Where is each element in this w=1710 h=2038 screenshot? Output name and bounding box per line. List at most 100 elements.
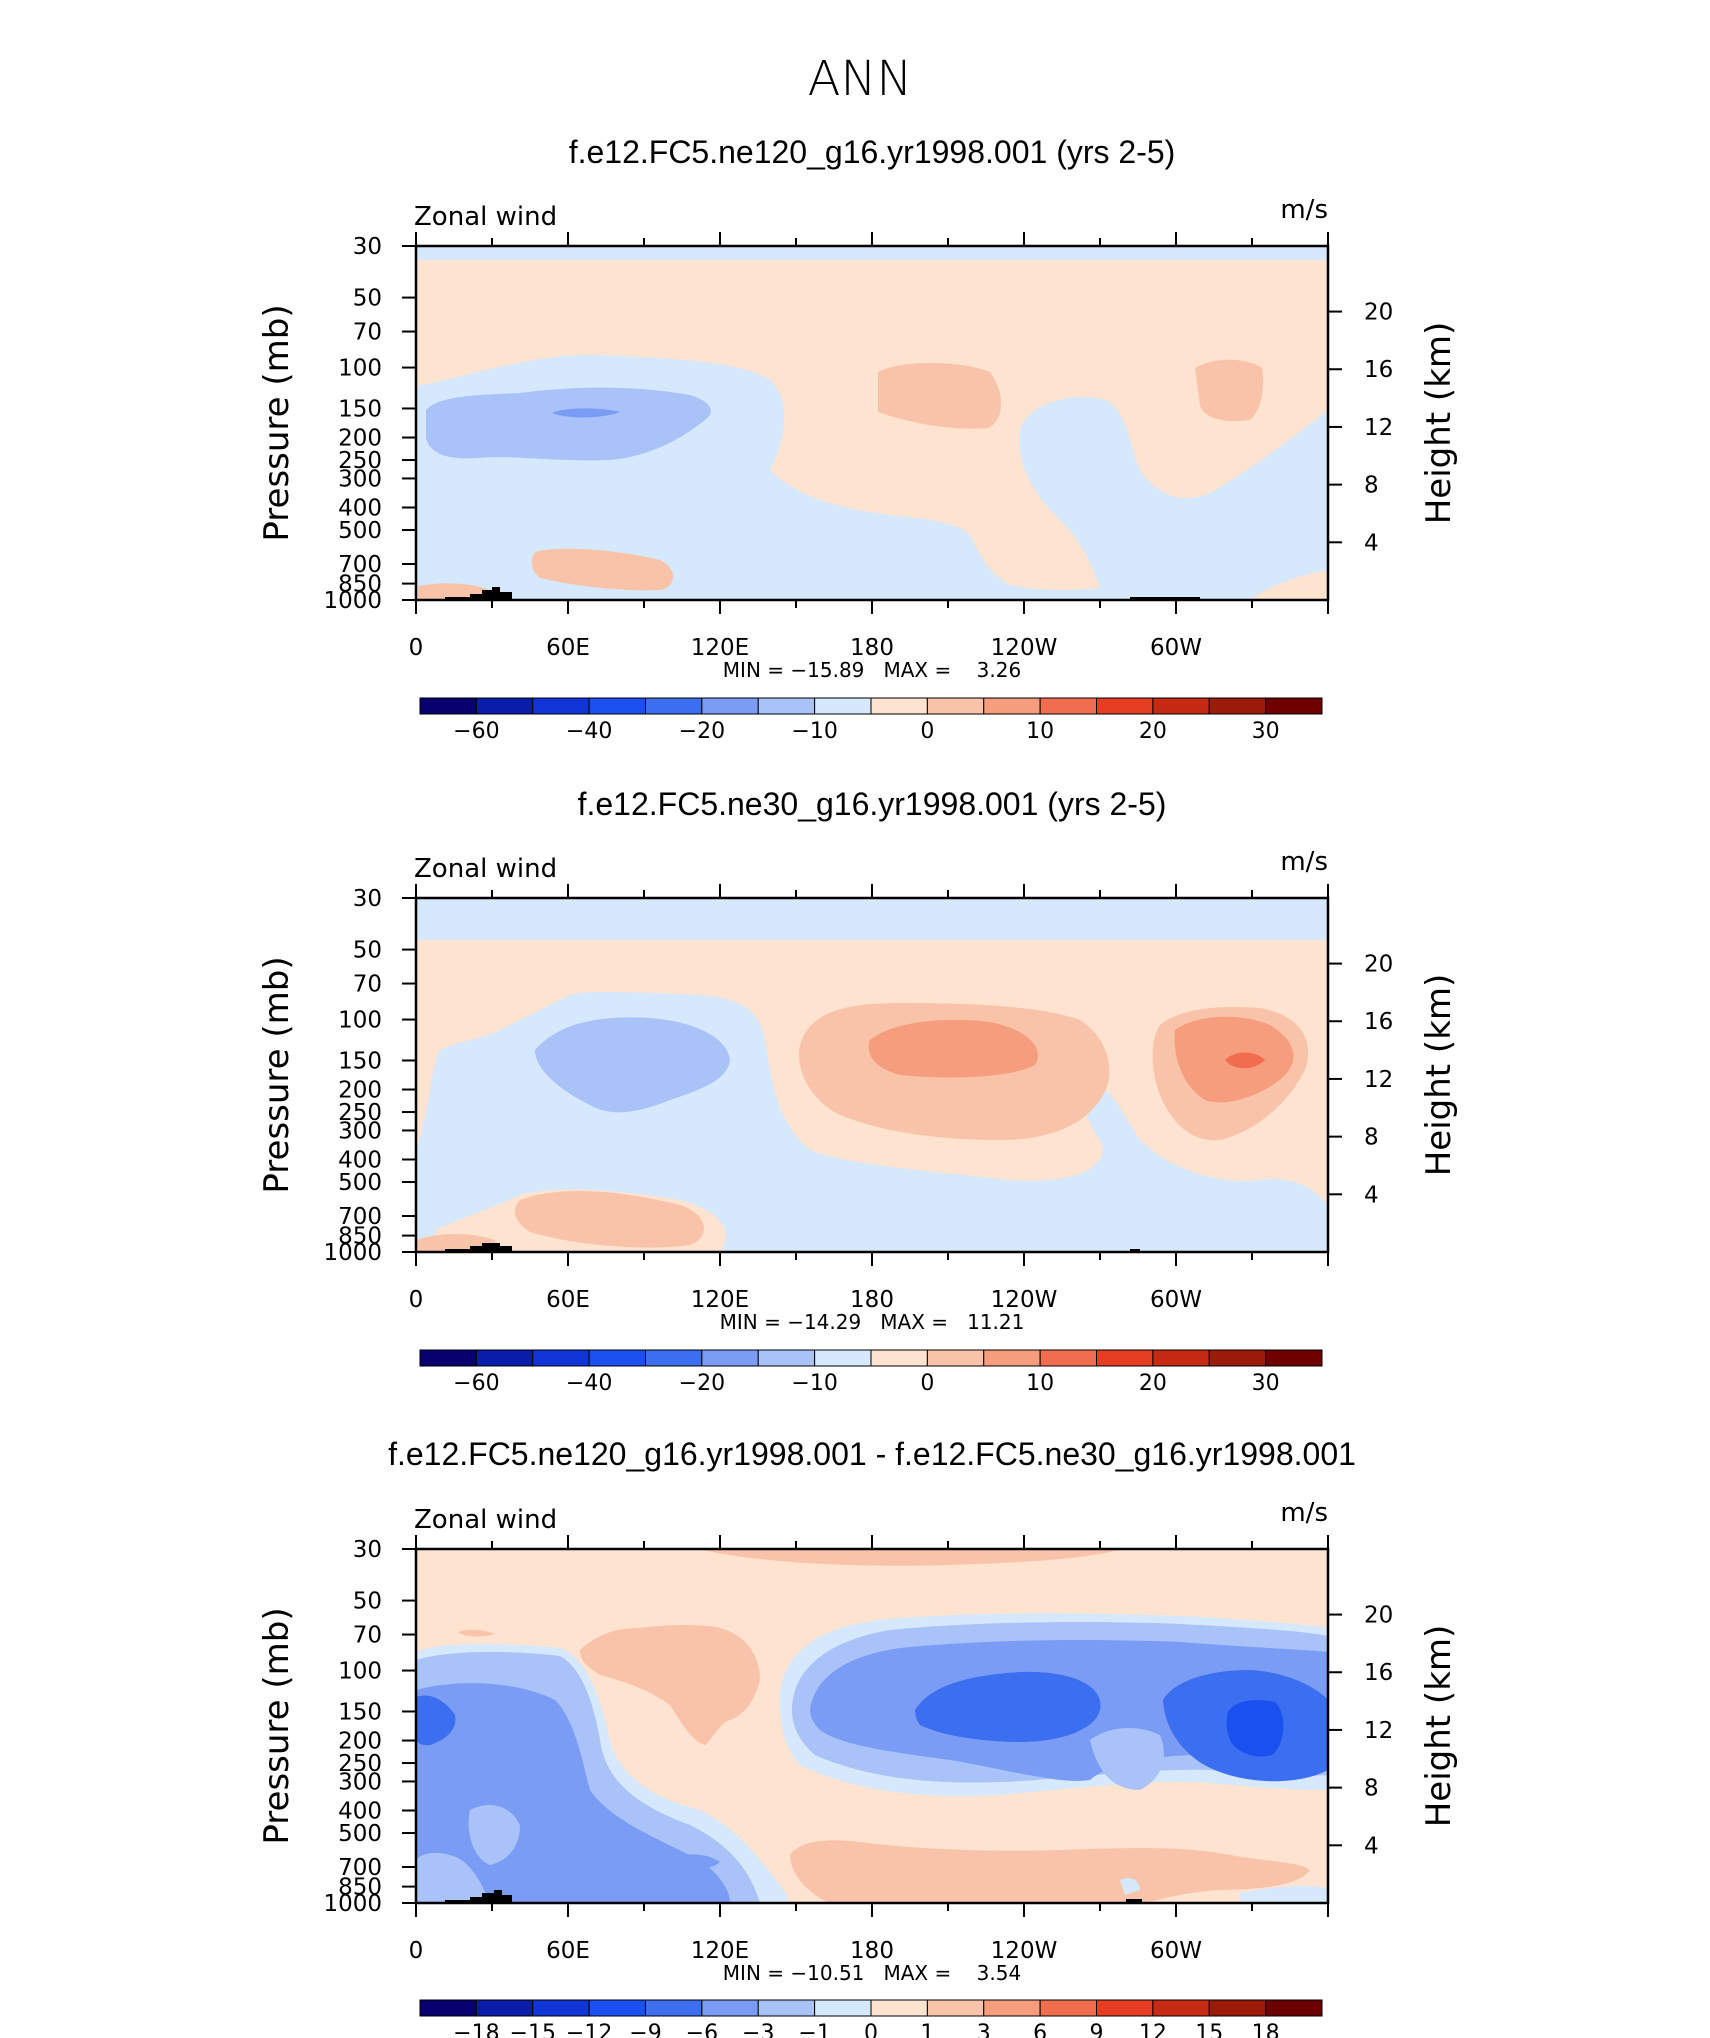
x-tick-label: 0 xyxy=(409,635,424,661)
upper-easterly-band xyxy=(416,246,1328,260)
colorbar-swatch xyxy=(1208,1349,1267,1367)
contour-field xyxy=(416,246,1328,600)
colorbar-swatch xyxy=(1096,1349,1154,1367)
colorbar-label: −40 xyxy=(566,719,612,744)
colorbar: −18 −15 −12 −9 −6 −3 −1 0 1 3 6 9 12 15 18 xyxy=(419,1999,1323,2038)
colorbar-swatch xyxy=(757,1999,816,2017)
y-axis-title: Pressure (mb) xyxy=(257,304,297,541)
colorbar-swatch xyxy=(701,697,759,715)
y-tick-label: 150 xyxy=(338,1048,382,1074)
y-right-axis-title: Height (km) xyxy=(1419,1625,1459,1828)
colorbar-label: 18 xyxy=(1252,2021,1280,2038)
upper-easterly-band xyxy=(416,898,1328,940)
positive-region xyxy=(514,1190,704,1248)
colorbar-label: 0 xyxy=(920,1371,934,1396)
y-right-tick-label: 4 xyxy=(1364,1182,1379,1208)
colorbar-label: 1 xyxy=(920,2021,934,2038)
y-right-tick-label: 8 xyxy=(1364,473,1379,499)
colorbar-swatch xyxy=(983,697,1041,715)
panel-title: f.e12.FC5.ne30_g16.yr1998.001 (yrs 2-5) xyxy=(578,786,1167,822)
negative-region-inner xyxy=(535,1017,730,1113)
x-tick-label: 60E xyxy=(546,635,590,661)
y-tick-label: 500 xyxy=(338,1821,382,1847)
positive-region xyxy=(1195,359,1264,422)
y-tick-label: 400 xyxy=(338,1798,382,1824)
colorbar-label: 30 xyxy=(1252,719,1280,744)
colorbar-swatch xyxy=(814,1349,872,1367)
negative-region xyxy=(416,1695,456,1746)
negative-region xyxy=(915,1671,1101,1742)
colorbar-swatch xyxy=(1152,1999,1210,2017)
y-axis-title: Pressure (mb) xyxy=(257,1607,297,1844)
y-right-tick-label: 8 xyxy=(1364,1125,1379,1151)
y-tick-label: 30 xyxy=(353,234,382,260)
colorbar-swatch xyxy=(1152,1349,1210,1367)
colorbar: −60 −40 −20 −10 0 10 20 30 xyxy=(419,1349,1323,1396)
colorbar-label: 20 xyxy=(1139,719,1167,744)
colorbar-label: −10 xyxy=(791,1371,837,1396)
y-tick-label: 100 xyxy=(338,1008,382,1034)
colorbar-label: −6 xyxy=(686,2021,718,2038)
units-label: m/s xyxy=(1280,1498,1328,1528)
y-tick-label: 850 xyxy=(338,1875,382,1901)
colorbar: −60 −40 −20 −10 0 10 20 30 xyxy=(419,697,1323,744)
y-right-tick-label: 16 xyxy=(1364,1660,1393,1686)
colorbar-swatch xyxy=(983,1349,1041,1367)
colorbar-label: 0 xyxy=(864,2021,878,2038)
x-tick-label: 120E xyxy=(691,1287,749,1313)
colorbar-swatch xyxy=(701,1999,759,2017)
y-tick-label: 400 xyxy=(338,1147,382,1173)
colorbar-label: −1 xyxy=(798,2021,830,2038)
y-tick-label: 100 xyxy=(338,1659,382,1685)
colorbar-swatch xyxy=(475,1349,534,1367)
y-tick-label: 700 xyxy=(338,1855,382,1881)
x-tick-label: 180 xyxy=(850,635,894,661)
x-tick-label: 120W xyxy=(991,1287,1058,1313)
x-tick-label: 60W xyxy=(1150,1287,1202,1313)
colorbar-swatch xyxy=(475,697,534,715)
contour-field xyxy=(416,898,1328,1252)
page-title: ANN xyxy=(808,51,913,107)
y-tick-label: 700 xyxy=(338,1204,382,1230)
colorbar-swatch xyxy=(532,1349,590,1367)
y-tick-label: 400 xyxy=(338,495,382,521)
units-label: m/s xyxy=(1280,847,1328,877)
panel-title: f.e12.FC5.ne120_g16.yr1998.001 - f.e12.F… xyxy=(388,1436,1356,1472)
y-right-tick-label: 12 xyxy=(1364,1067,1393,1093)
colorbar-swatch xyxy=(870,1349,928,1367)
y-right-tick-label: 20 xyxy=(1364,300,1393,326)
min-max-text: MIN = −14.29 MAX = 11.21 xyxy=(720,1310,1025,1334)
y-tick-label: 200 xyxy=(338,1729,382,1755)
y-tick-label: 300 xyxy=(338,1118,382,1144)
y-right-tick-label: 20 xyxy=(1364,952,1393,978)
colorbar-swatch xyxy=(588,1999,646,2017)
colorbar-label: 3 xyxy=(977,2021,991,2038)
colorbar-swatch xyxy=(645,1999,703,2017)
y-tick-label: 250 xyxy=(338,448,382,474)
colorbar-swatch xyxy=(1265,697,1323,715)
y-axis-title: Pressure (mb) xyxy=(257,956,297,1193)
colorbar-label: 12 xyxy=(1139,2021,1167,2038)
colorbar-label: −60 xyxy=(453,719,499,744)
y-tick-label: 500 xyxy=(338,518,382,544)
colorbar-swatch xyxy=(926,1999,985,2017)
colorbar-swatch xyxy=(588,697,646,715)
colorbar-swatch xyxy=(701,1349,759,1367)
colorbar-label: 15 xyxy=(1195,2021,1223,2038)
colorbar-swatch xyxy=(1265,1349,1323,1367)
colorbar-label: 6 xyxy=(1033,2021,1047,2038)
colorbar-label: 0 xyxy=(920,719,934,744)
y-tick-label: 150 xyxy=(338,396,382,422)
colorbar-label: −60 xyxy=(453,1371,499,1396)
colorbar-swatch xyxy=(1096,697,1154,715)
x-tick-label: 120W xyxy=(991,635,1058,661)
colorbar-swatch xyxy=(588,1349,646,1367)
x-tick-label: 0 xyxy=(409,1938,424,1964)
x-tick-label: 120W xyxy=(991,1938,1058,1964)
y-right-tick-label: 12 xyxy=(1364,415,1393,441)
colorbar-swatch xyxy=(1039,1349,1097,1367)
negative-region xyxy=(1090,1728,1164,1790)
colorbar-label: −20 xyxy=(679,1371,725,1396)
